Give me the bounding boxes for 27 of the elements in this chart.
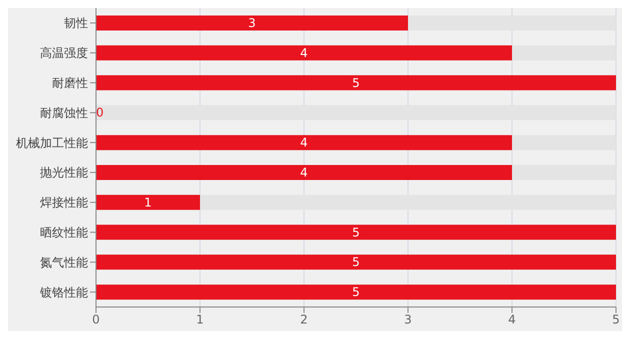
bar (96, 194, 200, 210)
x-tick-label: 4 (508, 312, 516, 327)
y-tick-label: 抛光性能 (40, 166, 88, 180)
data-label: 4 (300, 136, 308, 150)
y-tick-label: 镀铬性能 (39, 285, 88, 300)
y-tick-label: 韧性 (64, 16, 88, 30)
y-tick-label: 焊接性能 (40, 196, 88, 210)
x-tick-label: 1 (196, 312, 204, 327)
y-tick-label: 高温强度 (40, 46, 88, 60)
x-tick-label: 0 (92, 312, 100, 327)
data-label: 3 (248, 16, 256, 30)
x-tick-label: 2 (300, 312, 308, 327)
data-label: 5 (352, 285, 360, 300)
y-tick-label: 氮气性能 (40, 255, 88, 270)
data-label: 4 (300, 46, 308, 60)
data-label: 5 (352, 225, 360, 240)
data-label: 4 (300, 165, 308, 180)
data-label: 5 (352, 255, 360, 270)
y-tick-label: 机械加工性能 (16, 136, 88, 150)
x-tick-label: 5 (612, 312, 620, 327)
data-label: 5 (352, 76, 360, 90)
data-label: 0 (96, 106, 104, 120)
y-tick-label: 耐腐蚀性 (40, 106, 88, 120)
y-tick-label: 晒纹性能 (40, 226, 88, 240)
data-label: 1 (144, 195, 152, 210)
y-tick-label: 耐磨性 (52, 76, 88, 90)
x-tick-label: 3 (404, 312, 412, 327)
